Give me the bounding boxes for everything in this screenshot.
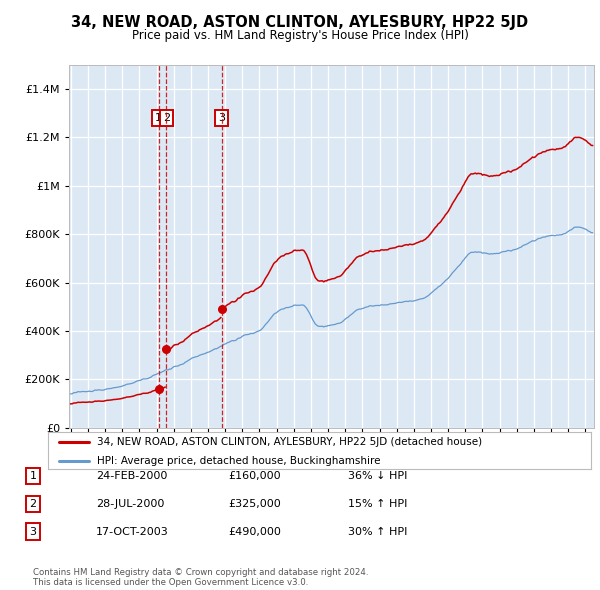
Text: £490,000: £490,000	[228, 527, 281, 536]
Text: 3: 3	[29, 527, 37, 536]
Text: 34, NEW ROAD, ASTON CLINTON, AYLESBURY, HP22 5JD (detached house): 34, NEW ROAD, ASTON CLINTON, AYLESBURY, …	[97, 437, 482, 447]
Text: 17-OCT-2003: 17-OCT-2003	[96, 527, 169, 536]
Text: 2: 2	[163, 113, 170, 123]
Text: 24-FEB-2000: 24-FEB-2000	[96, 471, 167, 481]
Text: 1: 1	[155, 113, 162, 123]
Text: 2: 2	[29, 499, 37, 509]
Text: £160,000: £160,000	[228, 471, 281, 481]
Text: HPI: Average price, detached house, Buckinghamshire: HPI: Average price, detached house, Buck…	[97, 456, 380, 466]
Text: 34, NEW ROAD, ASTON CLINTON, AYLESBURY, HP22 5JD: 34, NEW ROAD, ASTON CLINTON, AYLESBURY, …	[71, 15, 529, 30]
Text: 36% ↓ HPI: 36% ↓ HPI	[348, 471, 407, 481]
Text: 1: 1	[29, 471, 37, 481]
Text: 28-JUL-2000: 28-JUL-2000	[96, 499, 164, 509]
Text: Price paid vs. HM Land Registry's House Price Index (HPI): Price paid vs. HM Land Registry's House …	[131, 30, 469, 42]
Text: This data is licensed under the Open Government Licence v3.0.: This data is licensed under the Open Gov…	[33, 578, 308, 587]
Text: 15% ↑ HPI: 15% ↑ HPI	[348, 499, 407, 509]
Text: 3: 3	[218, 113, 225, 123]
Text: 30% ↑ HPI: 30% ↑ HPI	[348, 527, 407, 536]
Text: £325,000: £325,000	[228, 499, 281, 509]
Text: Contains HM Land Registry data © Crown copyright and database right 2024.: Contains HM Land Registry data © Crown c…	[33, 568, 368, 577]
